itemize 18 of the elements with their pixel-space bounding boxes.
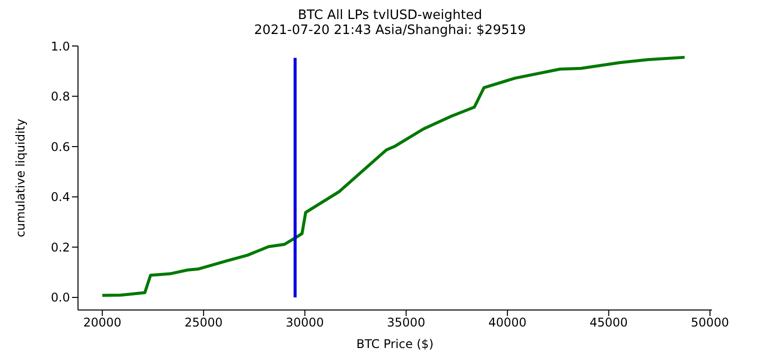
x-axis-title: BTC Price ($) xyxy=(356,337,434,351)
x-tick-label: 30000 xyxy=(286,316,324,330)
line-series xyxy=(100,56,686,297)
y-tick-label: 0.8 xyxy=(50,90,70,104)
x-tick-label: 40000 xyxy=(488,316,527,330)
x-tick-label: 25000 xyxy=(184,316,223,330)
chart-title: BTC All LPs tvlUSD-weighted xyxy=(296,8,484,23)
y-tick-label: 0.4 xyxy=(50,190,70,204)
x-tick-label: 35000 xyxy=(387,316,426,330)
y-tick-label: 0.0 xyxy=(50,290,70,305)
y-tick-label: 0.6 xyxy=(50,140,70,154)
x-tick-label: 45000 xyxy=(590,316,628,330)
x-tick-label: 50000 xyxy=(690,316,730,330)
x-tick-label: 20000 xyxy=(83,316,122,330)
y-axis-title: cumulative liquidity xyxy=(13,118,28,238)
y-tick-label: 0.2 xyxy=(50,240,70,254)
chart-subtitle: 2021-07-20 21:43 Asia/Shanghai: $29519 xyxy=(253,23,527,38)
y-tick-label: 1.0 xyxy=(50,39,70,54)
